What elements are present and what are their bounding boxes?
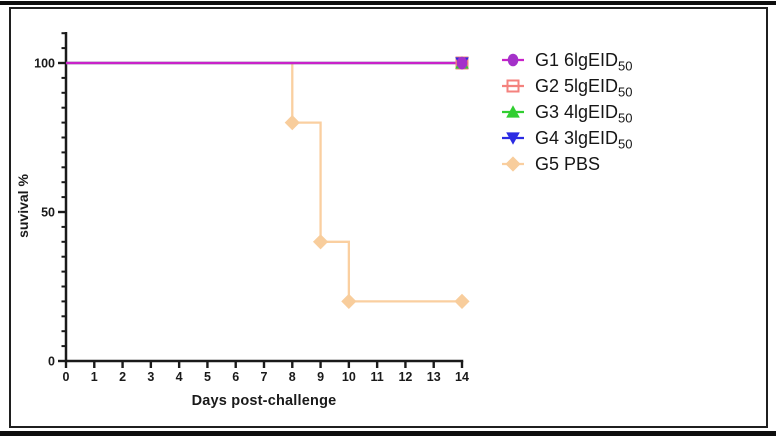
- figure-frame: [9, 7, 768, 428]
- series-markers-G5: [284, 115, 470, 309]
- open-square-marker-icon: [506, 79, 520, 93]
- x-tick-label: 14: [455, 370, 469, 384]
- legend-label: G5 PBS: [535, 153, 601, 174]
- triangle-up-marker-icon: [506, 105, 520, 118]
- y-tick-label: 50: [41, 206, 55, 220]
- x-tick-label: 9: [317, 370, 324, 384]
- triangle-down-marker-icon: [502, 132, 524, 145]
- y-major-ticks: 0 50 100: [34, 57, 66, 369]
- y-tick-label: 0: [48, 355, 55, 369]
- legend-label-subscript: 50: [618, 84, 633, 100]
- legend-label: G3 4lgEID50: [535, 101, 633, 126]
- circle-marker-icon: [507, 53, 519, 67]
- y-tick-label: 100: [34, 57, 55, 71]
- series-line-G5: [66, 61, 462, 303]
- x-tick-label: 12: [398, 370, 412, 384]
- x-tick-label: 0: [63, 370, 70, 384]
- legend-label-subscript: 50: [618, 136, 633, 152]
- diamond-marker-icon: [312, 234, 329, 250]
- circle-marker-icon: [456, 56, 468, 70]
- x-tick-label: 5: [204, 370, 211, 384]
- open-square-marker-icon: [502, 79, 524, 93]
- top-rule: [0, 1, 776, 5]
- x-tick-label: 1: [91, 370, 98, 384]
- legend-label: G4 3lgEID50: [535, 127, 633, 152]
- x-ticks: 0 1 2 3 4 5 6 7 8 9 10 11 12 13 14: [63, 361, 469, 384]
- x-tick-label: 3: [147, 370, 154, 384]
- x-tick-label: 7: [261, 370, 268, 384]
- x-tick-label: 13: [427, 370, 441, 384]
- x-tick-label: 8: [289, 370, 296, 384]
- triangle-up-marker-icon: [502, 105, 524, 118]
- legend: G1 6lgEID50 G2 5lgEID50 G3 4lgEID50 G4 3lgE…: [500, 47, 633, 177]
- diamond-marker-icon: [502, 156, 524, 172]
- triangle-down-marker-icon: [506, 132, 520, 145]
- legend-label-subscript: 50: [618, 58, 633, 74]
- series-markers-G1: [456, 56, 468, 70]
- diamond-marker-icon: [505, 156, 521, 172]
- x-tick-label: 11: [371, 370, 384, 384]
- axis-spines: [64, 31, 464, 363]
- legend-item-g2: G2 5lgEID50: [500, 73, 633, 99]
- legend-item-g5: G5 PBS: [500, 151, 633, 177]
- legend-label: G1 6lgEID50: [535, 49, 633, 74]
- legend-label-subscript: 50: [618, 110, 633, 126]
- legend-label: G2 5lgEID50: [535, 75, 633, 100]
- legend-item-g1: G1 6lgEID50: [500, 47, 633, 73]
- legend-item-g4: G4 3lgEID50: [500, 125, 633, 151]
- bottom-rule: [0, 431, 776, 436]
- legend-item-g3: G3 4lgEID50: [500, 99, 633, 125]
- x-tick-label: 6: [232, 370, 239, 384]
- diamond-marker-icon: [284, 115, 300, 131]
- y-minor-ticks: [61, 32, 66, 348]
- diamond-marker-icon: [454, 293, 470, 309]
- diamond-marker-icon: [341, 293, 357, 309]
- circle-marker-icon: [502, 53, 524, 67]
- x-tick-label: 4: [176, 370, 183, 384]
- x-tick-label: 10: [342, 370, 356, 384]
- x-axis-label: Days post-challenge: [191, 393, 337, 409]
- x-tick-label: 2: [119, 370, 126, 384]
- y-axis-label: suvival %: [15, 174, 31, 238]
